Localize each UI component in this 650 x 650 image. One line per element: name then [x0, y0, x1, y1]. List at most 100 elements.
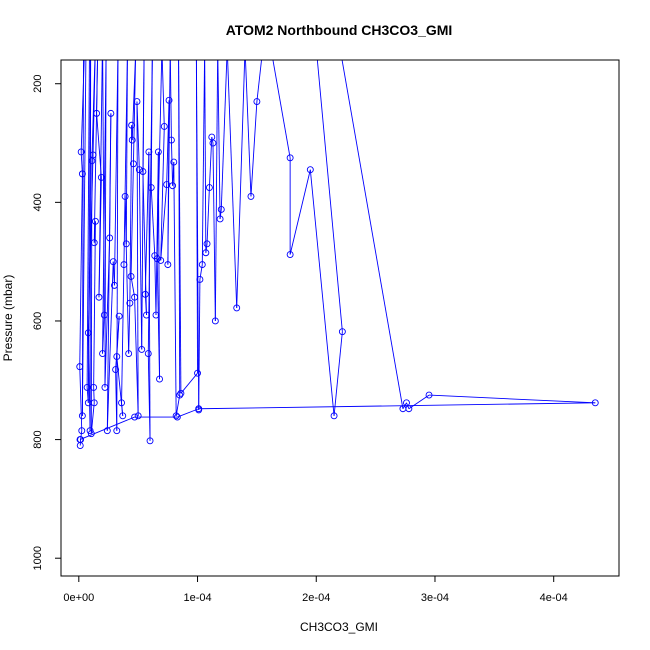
- data-point: [128, 136, 136, 144]
- series-line-segment: [121, 402, 124, 416]
- data-point: [146, 437, 154, 445]
- data-point: [139, 168, 147, 175]
- series-line-segment: [113, 60, 119, 286]
- data-point: [125, 350, 133, 358]
- y-tick-label: 1000: [32, 546, 44, 570]
- data-point: [76, 436, 84, 444]
- data-point: [169, 182, 177, 190]
- data-point: [159, 45, 165, 51]
- data-point: [113, 427, 121, 435]
- series-line-segment: [79, 366, 83, 431]
- data-point: [95, 39, 101, 45]
- data-point: [120, 261, 128, 269]
- data-point: [260, 45, 266, 51]
- data-point: [203, 240, 211, 248]
- data-point: [103, 427, 111, 435]
- series-line-segment: [125, 60, 128, 244]
- data-point: [149, 45, 155, 51]
- data-point: [78, 412, 86, 420]
- data-point: [144, 350, 152, 358]
- series-line-segment: [198, 279, 201, 410]
- data-point: [242, 45, 248, 51]
- series-line-segment: [169, 60, 172, 141]
- series-line-segment: [130, 276, 136, 298]
- data-point: [177, 389, 185, 397]
- series-line-segment: [263, 36, 269, 48]
- data-point: [153, 255, 161, 263]
- series-line-segment: [219, 209, 222, 220]
- data-point: [193, 45, 199, 51]
- data-point: [154, 148, 162, 156]
- data-point: [100, 311, 108, 319]
- series-line-segment: [155, 151, 159, 316]
- series-points: [76, 33, 599, 449]
- x-axis-label: CH3CO3_GMI: [300, 620, 378, 634]
- data-point: [233, 304, 241, 312]
- data-point: [202, 45, 208, 51]
- y-tick-label: 200: [32, 75, 44, 93]
- series-line-segment: [156, 60, 163, 259]
- x-tick-label: 2e-04: [302, 592, 330, 604]
- data-point: [83, 51, 89, 57]
- series-line-segment: [138, 169, 143, 350]
- data-point: [121, 192, 129, 200]
- series-line-segment: [195, 60, 200, 410]
- y-tick-label: 400: [32, 193, 44, 211]
- series-line-segment: [80, 151, 83, 174]
- data-point: [205, 184, 213, 191]
- data-point: [82, 39, 88, 45]
- data-point: [160, 122, 168, 130]
- data-point: [196, 275, 204, 283]
- y-axis-label: Pressure (mbar): [1, 275, 15, 362]
- series-line-segment: [150, 187, 156, 256]
- series-line-segment: [206, 187, 210, 244]
- data-point: [134, 412, 142, 420]
- data-point: [176, 45, 182, 51]
- data-point: [128, 121, 136, 129]
- series-line-segment: [144, 294, 147, 316]
- data-point: [152, 311, 160, 319]
- series-line-segment: [86, 60, 90, 388]
- data-point: [84, 329, 92, 337]
- series-line-segment: [121, 264, 125, 403]
- series-line-segment: [93, 387, 95, 403]
- series-line-segment: [87, 332, 91, 431]
- data-point: [135, 166, 143, 174]
- series-line-segment: [217, 60, 221, 219]
- series-line-segment: [272, 60, 291, 158]
- series-line-segment: [204, 60, 207, 253]
- series-line-segment: [198, 402, 596, 410]
- data-point: [124, 45, 130, 51]
- data-point: [164, 261, 172, 269]
- series-line-segment: [79, 173, 83, 367]
- series-line-segment: [132, 60, 137, 164]
- data-point: [86, 427, 94, 435]
- data-point: [109, 258, 117, 266]
- series-line-segment: [124, 196, 130, 354]
- data-point: [76, 363, 84, 371]
- data-point: [247, 192, 255, 200]
- data-point: [95, 293, 103, 301]
- data-point: [167, 136, 175, 144]
- data-point: [145, 148, 153, 156]
- data-point: [133, 98, 141, 105]
- series-line-segment: [220, 60, 228, 210]
- data-point: [313, 45, 319, 51]
- data-point: [115, 312, 123, 320]
- series-lines: [79, 36, 596, 446]
- data-point: [122, 240, 130, 248]
- data-point: [133, 45, 139, 51]
- x-tick-label: 3e-04: [421, 592, 449, 604]
- data-point: [93, 109, 101, 117]
- data-point: [78, 170, 86, 178]
- series-line-segment: [89, 60, 92, 431]
- data-point: [143, 311, 150, 319]
- series-line-segment: [309, 169, 335, 416]
- data-point: [194, 369, 201, 377]
- data-point: [157, 257, 165, 264]
- data-point: [338, 328, 346, 336]
- series-line-segment: [142, 60, 145, 172]
- series-line-segment: [214, 60, 219, 321]
- data-point: [88, 33, 94, 39]
- series-line-segment: [104, 60, 107, 388]
